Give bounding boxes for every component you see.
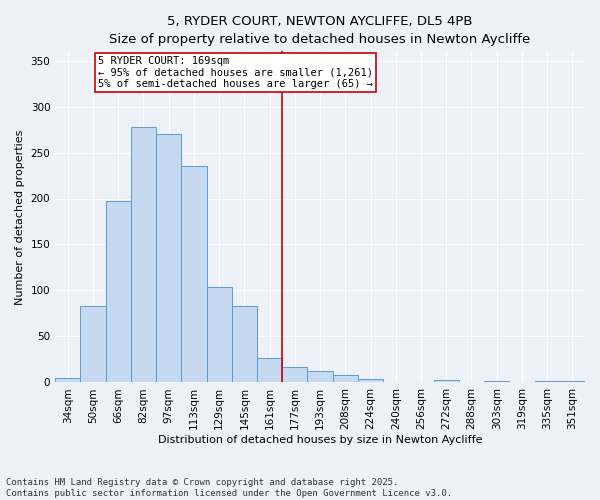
Bar: [80, 306, 106, 382]
Text: Contains HM Land Registry data © Crown copyright and database right 2025.
Contai: Contains HM Land Registry data © Crown c…: [6, 478, 452, 498]
Bar: [156, 134, 181, 382]
Bar: [535, 380, 560, 382]
Y-axis label: Number of detached properties: Number of detached properties: [15, 129, 25, 304]
Bar: [358, 379, 383, 382]
X-axis label: Distribution of detached houses by size in Newton Aycliffe: Distribution of detached houses by size …: [158, 435, 482, 445]
Text: 5 RYDER COURT: 169sqm
← 95% of detached houses are smaller (1,261)
5% of semi-de: 5 RYDER COURT: 169sqm ← 95% of detached …: [98, 56, 373, 89]
Bar: [307, 370, 332, 382]
Bar: [181, 166, 206, 382]
Bar: [55, 378, 80, 382]
Bar: [131, 127, 156, 382]
Bar: [257, 358, 282, 382]
Bar: [206, 287, 232, 382]
Bar: [232, 306, 257, 382]
Bar: [434, 380, 459, 382]
Bar: [332, 375, 358, 382]
Bar: [282, 367, 307, 382]
Bar: [484, 380, 509, 382]
Bar: [106, 202, 131, 382]
Title: 5, RYDER COURT, NEWTON AYCLIFFE, DL5 4PB
Size of property relative to detached h: 5, RYDER COURT, NEWTON AYCLIFFE, DL5 4PB…: [109, 15, 531, 46]
Bar: [560, 380, 585, 382]
